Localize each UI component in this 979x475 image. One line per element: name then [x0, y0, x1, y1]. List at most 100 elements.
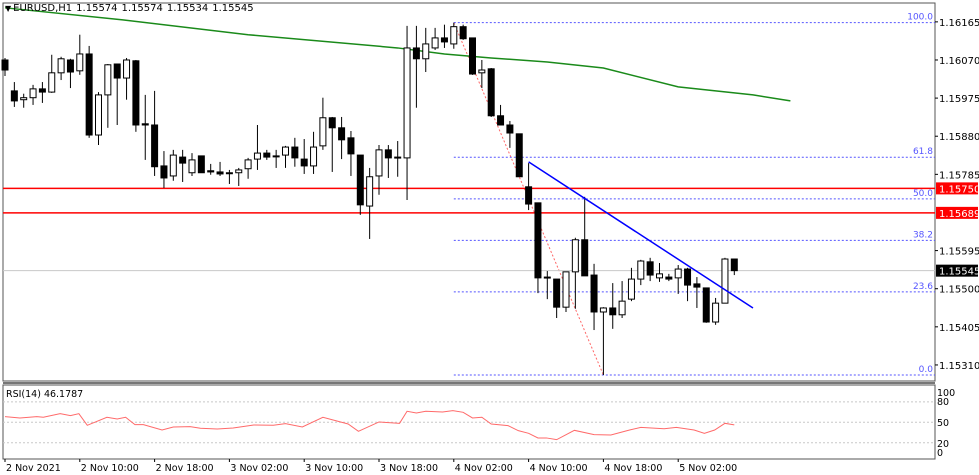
bearish-candle — [151, 124, 159, 168]
bearish-candle — [440, 37, 448, 43]
bearish-candle — [141, 123, 149, 126]
bearish-candle — [459, 26, 467, 40]
bullish-candle — [188, 159, 196, 174]
rsi-tick-label: 80 — [937, 397, 949, 408]
bullish-candle — [450, 26, 458, 45]
rsi-name: RSI(14) — [6, 389, 41, 400]
bullish-candle — [319, 117, 327, 147]
bearish-candle — [132, 60, 140, 126]
price-tick-label: 1.15595 — [939, 247, 979, 258]
bearish-candle — [609, 307, 617, 316]
rsi-tick-label: 0 — [937, 448, 943, 459]
bullish-candle — [599, 307, 607, 313]
bullish-candle — [674, 268, 682, 279]
rsi-tick-label: 20 — [937, 439, 949, 450]
bearish-candle — [506, 124, 514, 134]
bullish-candle — [76, 53, 84, 72]
rsi-tick-label: 50 — [937, 418, 949, 429]
bullish-candle — [366, 176, 374, 207]
bullish-candle — [637, 260, 645, 280]
bullish-candle — [282, 146, 289, 156]
bullish-candle — [478, 69, 486, 74]
time-tick-label: 3 Nov 18:00 — [380, 463, 438, 474]
time-tick-label: 4 Nov 02:00 — [455, 463, 513, 474]
time-tick-label: 3 Nov 10:00 — [305, 463, 363, 474]
time-tick-label: 2 Nov 2021 — [6, 463, 61, 474]
bearish-candle — [85, 53, 93, 136]
bullish-candle — [169, 154, 177, 177]
bearish-candle — [160, 165, 168, 179]
bullish-candle — [375, 149, 383, 177]
bullish-candle — [422, 43, 430, 60]
bearish-candle — [497, 115, 505, 126]
bearish-candle — [684, 268, 692, 286]
bearish-candle — [300, 158, 308, 167]
fib-level-label: 0.0 — [919, 365, 934, 375]
bearish-candle — [553, 278, 561, 308]
bullish-candle — [571, 239, 579, 273]
bullish-candle — [394, 156, 402, 159]
bullish-candle — [235, 169, 243, 174]
bearish-candle — [291, 146, 299, 159]
bullish-candle — [403, 47, 411, 159]
bullish-candle — [123, 59, 131, 79]
bearish-candle — [197, 155, 205, 174]
bearish-candle — [384, 149, 392, 159]
bullish-candle — [656, 273, 663, 279]
rsi-line — [4, 410, 735, 441]
bearish-candle — [113, 63, 121, 79]
bullish-candle — [104, 64, 112, 96]
drawn-levels: 100.0 61.8 50.0 38.2 23.6 0.0 — [3, 13, 935, 376]
bullish-candle — [721, 258, 729, 304]
bullish-candle — [95, 94, 102, 136]
bearish-candle — [356, 154, 364, 206]
time-tick-label: 5 Nov 02:00 — [679, 463, 737, 474]
rsi-label: RSI(14) 46.1787 — [6, 389, 86, 400]
bullish-candle — [712, 302, 720, 323]
bearish-candle — [179, 156, 187, 164]
bearish-candle — [1, 59, 9, 71]
fib-level-label: 50.0 — [913, 189, 933, 199]
bearish-candle — [515, 133, 523, 178]
fib-level-label: 38.2 — [913, 230, 933, 240]
bearish-candle — [263, 152, 271, 158]
time-tick-label: 2 Nov 18:00 — [156, 463, 214, 474]
bearish-candle — [469, 37, 476, 75]
bullish-candle — [618, 300, 626, 316]
bullish-candle — [431, 37, 439, 49]
candles — [1, 22, 738, 375]
bearish-candle — [38, 88, 46, 93]
time-tick-label: 4 Nov 10:00 — [530, 463, 588, 474]
level-price-tag — [936, 206, 978, 219]
moving-average-line — [4, 7, 791, 102]
bearish-candle — [665, 276, 673, 280]
time-axis: 2 Nov 2021 2 Nov 10:00 2 Nov 18:00 3 Nov 02… — [4, 459, 737, 474]
bullish-candle — [225, 172, 233, 175]
bearish-candle — [525, 186, 533, 205]
bearish-candle — [702, 287, 710, 323]
bearish-candle — [534, 202, 542, 279]
bullish-candle — [29, 88, 37, 99]
trendlines[interactable] — [528, 161, 754, 309]
price-tick-label: 1.15500 — [939, 285, 979, 296]
trendline[interactable] — [528, 161, 754, 309]
bullish-candle — [244, 159, 252, 170]
bearish-candle — [66, 59, 74, 73]
moving-average — [4, 7, 791, 102]
bullish-candle — [543, 276, 551, 279]
bullish-candle — [20, 97, 28, 101]
bullish-candle — [57, 58, 65, 74]
bearish-candle — [581, 239, 589, 277]
price-tick-label: 1.15310 — [939, 361, 979, 372]
bullish-candle — [310, 146, 318, 167]
fib-level-label: 100.0 — [907, 13, 933, 23]
level-price-tag — [936, 182, 978, 195]
bearish-candle — [338, 127, 346, 141]
price-tick-label: 1.15880 — [939, 132, 979, 143]
rsi-tick-label: 100 — [937, 388, 955, 399]
bearish-candle — [730, 258, 738, 272]
fib-level-label: 23.6 — [913, 282, 933, 292]
bearish-candle — [487, 68, 495, 117]
